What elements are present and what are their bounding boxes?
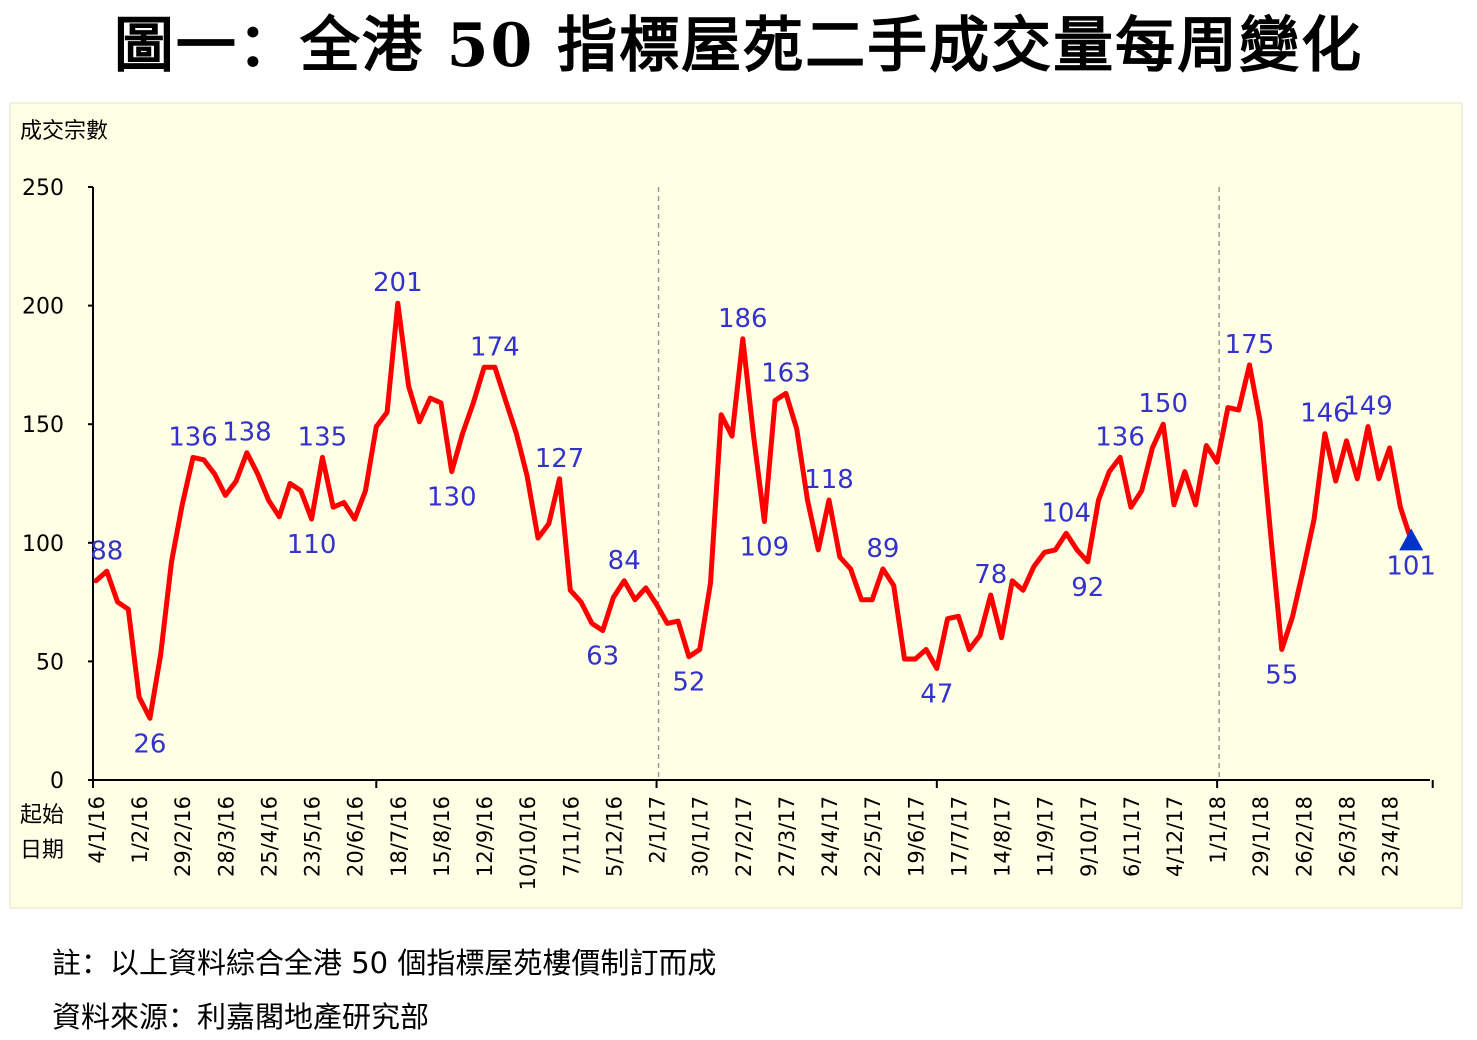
data-label: 47	[920, 680, 953, 710]
data-label: 26	[133, 729, 166, 759]
series-line	[93, 300, 1414, 721]
data-label: 88	[90, 536, 123, 566]
data-label: 201	[373, 268, 423, 298]
x-tick-label: 30/1/17	[689, 796, 713, 877]
data-label: 104	[1041, 498, 1091, 528]
y-tick-label: 150	[22, 413, 64, 438]
data-label: 89	[866, 534, 899, 564]
x-tick-label: 29/1/18	[1249, 796, 1273, 877]
x-tick-label: 6/11/17	[1120, 796, 1144, 877]
data-label: 186	[718, 304, 768, 334]
x-tick-label: 22/5/17	[861, 796, 885, 877]
x-tick-label: 15/8/16	[430, 796, 454, 877]
data-label: 149	[1343, 392, 1393, 422]
data-label: 146	[1300, 399, 1350, 429]
x-tick-label: 10/10/16	[516, 796, 540, 890]
data-label: 175	[1225, 330, 1275, 360]
x-tick-label: 27/3/17	[775, 796, 799, 877]
y-tick-label: 50	[36, 650, 64, 675]
x-tick-label: 4/12/17	[1163, 796, 1187, 877]
x-tick-label: 23/4/18	[1379, 796, 1403, 877]
data-label: 109	[740, 532, 790, 562]
x-tick-label: 20/6/16	[344, 796, 368, 877]
plot-background	[9, 102, 1463, 909]
x-tick-label: 19/6/17	[904, 796, 928, 877]
y-tick-label: 100	[22, 532, 64, 557]
x-tick-label: 1/2/16	[128, 796, 152, 864]
x-tick-label: 28/3/16	[214, 796, 238, 877]
x-tick-label: 12/9/16	[473, 796, 497, 877]
y-tick-label: 200	[22, 295, 64, 320]
data-label: 136	[168, 422, 218, 452]
data-label: 63	[586, 642, 619, 672]
data-label: 118	[804, 465, 854, 495]
x-tick-label: 26/2/18	[1292, 796, 1316, 877]
x-tick-label: 11/9/17	[1034, 796, 1058, 877]
x-tick-label: 2/1/17	[646, 796, 670, 864]
x-tick-label: 23/5/16	[301, 796, 325, 877]
data-label: 138	[222, 418, 272, 448]
x-tick-label: 24/4/17	[818, 796, 842, 877]
data-label: 55	[1265, 661, 1298, 691]
x-tick-label: 25/4/16	[257, 796, 281, 877]
x-tick-label: 26/3/18	[1335, 796, 1359, 877]
x-axis-title-line-2: 日期	[20, 838, 64, 863]
y-tick-label: 250	[22, 176, 64, 201]
x-tick-label: 4/1/16	[85, 796, 109, 864]
data-label: 150	[1138, 389, 1188, 419]
data-label: 101	[1386, 551, 1436, 581]
data-label: 52	[672, 668, 705, 698]
x-tick-label: 1/1/18	[1206, 796, 1230, 864]
x-tick-label: 5/12/16	[602, 796, 626, 877]
x-tick-label: 18/7/16	[387, 796, 411, 877]
y-tick-label: 0	[50, 769, 64, 794]
data-label: 163	[761, 358, 811, 388]
data-label: 92	[1071, 573, 1104, 603]
x-tick-label: 9/10/17	[1077, 796, 1101, 877]
x-tick-label: 14/8/17	[991, 796, 1015, 877]
data-label: 130	[427, 483, 477, 513]
data-label: 84	[608, 546, 641, 576]
x-tick-label: 7/11/16	[559, 796, 583, 877]
x-tick-label: 17/7/17	[947, 796, 971, 877]
data-label: 78	[974, 560, 1007, 590]
footnote: 註：以上資料綜合全港 50 個指標屋苑樓價制訂而成	[52, 946, 717, 980]
x-axis-title-line-1: 起始	[20, 803, 64, 828]
data-label: 174	[470, 332, 520, 362]
data-label: 127	[535, 444, 585, 474]
data-label: 110	[287, 530, 337, 560]
data-label: 136	[1095, 422, 1145, 452]
y-axis-title: 成交宗數	[20, 119, 108, 144]
last-point-marker	[1399, 528, 1424, 551]
x-tick-label: 27/2/17	[732, 796, 756, 877]
source-note: 資料來源：利嘉閣地產研究部	[52, 1000, 430, 1034]
x-tick-label: 29/2/16	[171, 796, 195, 877]
data-label: 135	[298, 422, 348, 452]
chart-title: 圖一：全港 50 指標屋苑二手成交量每周變化	[113, 11, 1364, 81]
